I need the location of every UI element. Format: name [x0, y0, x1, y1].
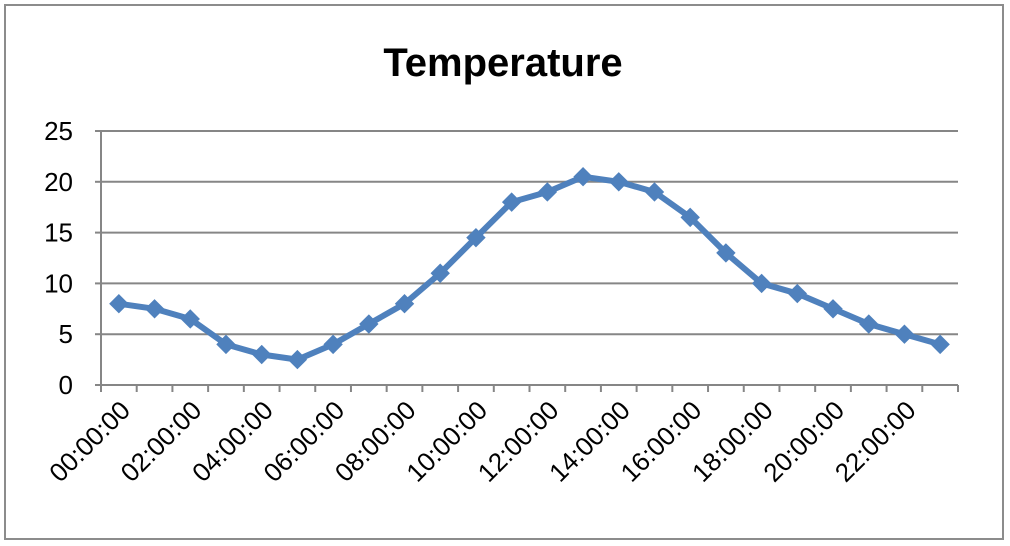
- data-point-marker: [823, 299, 843, 319]
- data-point-marker: [894, 324, 915, 344]
- data-point-marker: [394, 294, 415, 314]
- axes: [95, 130, 959, 392]
- data-point-marker: [216, 334, 236, 355]
- gridlines: [101, 130, 958, 336]
- data-point-marker: [787, 283, 808, 304]
- y-tick-label: 5: [59, 319, 73, 349]
- data-point-marker: [251, 344, 272, 365]
- y-tick-label: 10: [44, 268, 73, 298]
- data-point-marker: [680, 207, 700, 228]
- data-point-marker: [144, 299, 165, 319]
- series-line: [115, 173, 944, 363]
- temperature-series: [109, 167, 950, 370]
- y-axis-tick-labels: 0 5 10 15 20 25: [44, 116, 73, 400]
- data-point-marker: [109, 294, 129, 314]
- data-point-marker: [430, 263, 450, 283]
- data-point-marker: [930, 334, 950, 355]
- data-point-marker: [359, 314, 379, 334]
- data-point-marker: [751, 273, 772, 294]
- data-point-marker: [573, 167, 593, 187]
- data-point-marker: [180, 309, 200, 329]
- chart-title: Temperature: [383, 41, 622, 85]
- data-point-marker: [501, 192, 522, 212]
- x-axis-tick-labels: 00:00:0002:00:0004:00:0006:00:0008:00:00…: [43, 395, 921, 488]
- data-point-marker: [609, 172, 629, 192]
- y-tick-label: 20: [44, 167, 73, 197]
- y-tick-label: 0: [59, 370, 73, 400]
- data-point-marker: [716, 243, 736, 263]
- y-tick-label: 25: [44, 116, 73, 146]
- data-point-marker: [859, 314, 879, 334]
- data-point-marker: [537, 182, 558, 202]
- chart-area: [4, 4, 1004, 540]
- data-point-marker: [323, 334, 343, 355]
- y-tick-label: 15: [44, 218, 73, 248]
- data-point-marker: [287, 349, 308, 370]
- data-point-marker: [466, 227, 486, 248]
- data-point-marker: [644, 182, 665, 202]
